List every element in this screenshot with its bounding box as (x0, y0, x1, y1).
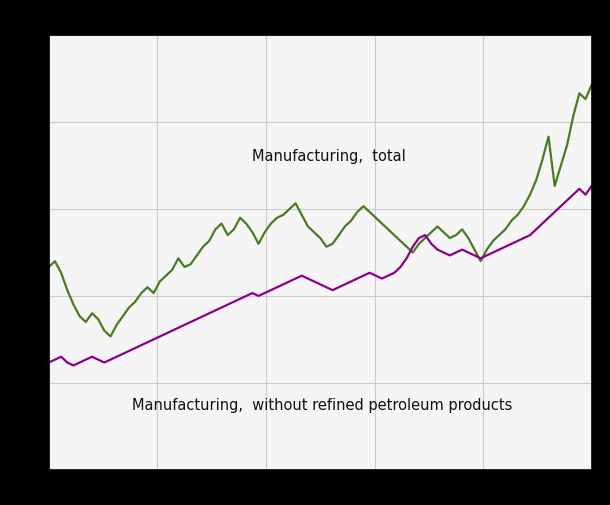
Text: Manufacturing,  total: Manufacturing, total (252, 149, 406, 165)
Text: Manufacturing,  without refined petroleum products: Manufacturing, without refined petroleum… (132, 398, 512, 414)
